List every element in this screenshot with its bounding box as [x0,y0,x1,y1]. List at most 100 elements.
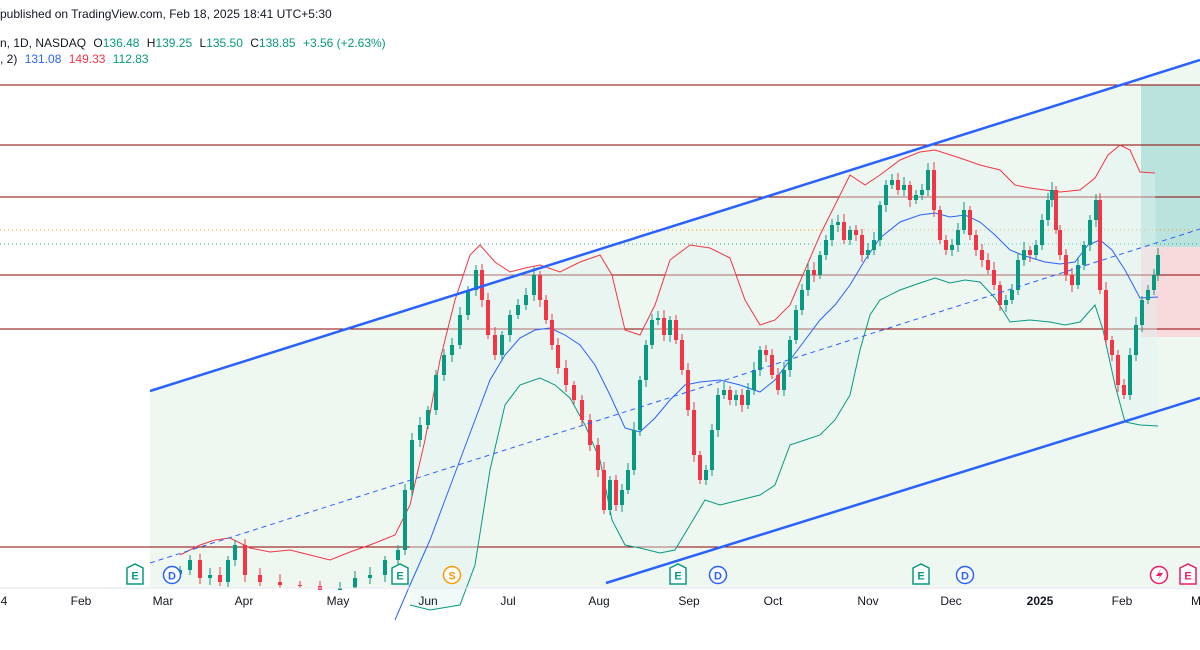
candle-body-5 [226,560,230,582]
candle-body-106 [974,235,978,250]
candle-body-89 [872,240,876,250]
candle-body-136 [1146,290,1150,300]
event-icon-letter: E [1184,571,1191,583]
candle-body-15 [383,560,387,575]
candle-body-133 [1128,355,1132,395]
candle-body-24 [458,315,462,345]
candle-body-49 [632,430,636,470]
candle-body-132 [1122,385,1126,395]
candle-body-86 [854,230,858,235]
candle-body-103 [956,230,960,245]
bollinger-lower-line [409,277,1159,611]
event-icon-letter: E [674,571,681,583]
candle-body-70 [758,350,762,370]
event-icon-letter: E [131,571,138,583]
event-icon-letter: D [714,571,722,583]
event-icon-frame [442,565,462,585]
x-tick-label-11: Nov [857,594,878,608]
event-marker-9[interactable]: E [1179,563,1197,585]
candle-body-58 [686,370,690,410]
event-marker-2[interactable]: D [162,565,182,585]
x-tick-label-7: Jul [500,594,515,608]
candle-body-22 [442,355,446,375]
candle-body-1 [188,560,192,570]
indicator-legend[interactable]: , 2) 131.08 149.33 112.83 [0,52,149,66]
candle-body-102 [950,245,954,250]
candle-body-2 [198,560,202,578]
candle-body-45 [608,480,612,510]
bb-basis-value: 131.08 [24,52,62,66]
candle-body-51 [644,345,648,380]
event-marker-8[interactable]: D [955,565,975,585]
candle-body-125 [1082,245,1086,265]
candle-body-64 [722,390,726,395]
candle-body-107 [980,250,984,260]
candle-body-121 [1058,230,1062,255]
candle-body-6 [233,545,237,560]
x-tick-label-3: Mar [153,594,174,608]
candle-body-124 [1076,265,1080,285]
candle-body-59 [692,410,696,455]
candle-body-130 [1110,340,1114,355]
candle-body-19 [418,425,422,440]
event-icon-frame [708,565,728,585]
event-icon-frame [1179,563,1197,585]
published-note: published on TradingView.com, Feb 18, 20… [0,7,332,21]
x-tick-label-14: Feb [1112,594,1133,608]
horizontal-levels-layer [0,84,1200,548]
candle-body-91 [884,185,888,205]
candle-body-79 [812,270,816,275]
candle-body-110 [998,285,1002,305]
close-label: C [250,36,259,50]
channel-lower-line [605,396,1200,585]
candle-body-135 [1140,300,1144,325]
stop-zone [1141,247,1200,337]
candle-body-56 [674,320,678,340]
candle-body-40 [572,385,576,400]
x-tick-label-13: 2025 [1027,594,1054,608]
close-value: 138.85 [258,36,296,50]
candle-body-60 [698,455,702,480]
high-label: H [146,36,156,50]
x-tick-label-10: Oct [764,594,783,608]
symbol-legend[interactable]: n, 1D, NASDAQ O136.48 H139.25 L135.50 C1… [0,36,386,50]
candle-body-44 [602,470,606,510]
bollinger-upper-line [179,144,1156,561]
symbol-info: n, 1D, NASDAQ [0,36,87,50]
event-icon-frame [391,563,409,585]
event-marker-6[interactable]: D [708,565,728,585]
candle-body-20 [426,410,430,425]
low-value: 135.50 [206,36,243,50]
candle-body-48 [626,470,630,490]
candle-body-42 [588,420,592,445]
bb-upper-value: 149.33 [68,52,106,66]
candle-body-75 [788,340,792,370]
candle-body-115 [1028,250,1032,255]
candle-body-65 [728,390,732,400]
candle-body-62 [710,430,714,470]
channel-mid-line [149,228,1200,564]
candle-body-50 [638,380,642,430]
candle-body-76 [794,310,798,340]
x-tick-label-12: Dec [940,594,961,608]
event-marker-7[interactable]: E [912,563,930,585]
candle-body-95 [908,185,912,200]
candle-body-122 [1064,255,1068,275]
target-zone [1141,85,1200,247]
candle-body-14 [368,575,372,578]
candle-body-17 [403,490,407,550]
candle-body-97 [920,190,924,195]
candle-body-82 [830,225,834,240]
event-marker-3[interactable]: E [391,563,409,585]
candle-body-46 [614,480,618,505]
event-marker-4[interactable]: S [442,565,462,585]
event-icon-frame [162,565,182,585]
event-icon-letter: S [448,571,455,583]
candle-body-74 [782,370,786,390]
event-marker-1[interactable]: E [126,563,144,585]
event-marker-5[interactable]: E [669,563,687,585]
x-tick-label-6: Jun [418,594,437,608]
